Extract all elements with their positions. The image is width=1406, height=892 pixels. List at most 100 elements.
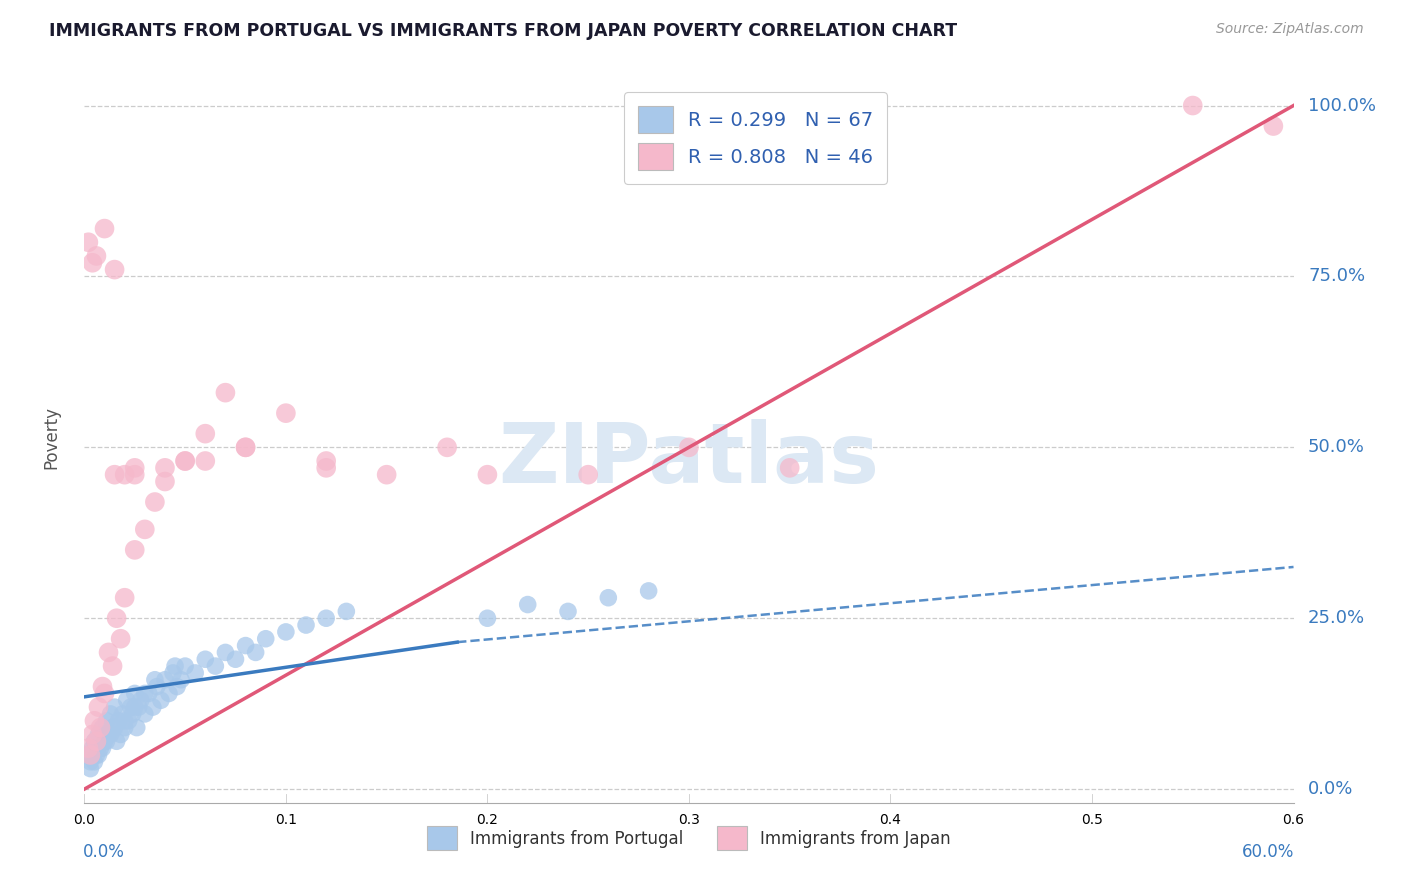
Point: [184, 665, 207, 680]
Point: [149, 693, 172, 707]
Point: [124, 467, 146, 482]
Point: [86, 249, 108, 263]
Point: [96, 734, 118, 748]
Point: [254, 632, 277, 646]
Point: [124, 700, 146, 714]
Point: [128, 700, 150, 714]
Text: 100.0%: 100.0%: [1308, 96, 1376, 114]
Point: [110, 632, 132, 646]
Point: [477, 611, 499, 625]
Point: [86, 747, 108, 762]
Point: [101, 721, 124, 735]
Point: [91, 741, 114, 756]
Point: [170, 673, 193, 687]
Point: [114, 721, 136, 735]
Point: [114, 591, 136, 605]
Point: [82, 256, 104, 270]
Point: [104, 262, 127, 277]
Legend: Immigrants from Portugal, Immigrants from Japan: Immigrants from Portugal, Immigrants fro…: [420, 820, 957, 856]
Point: [315, 460, 337, 475]
Text: Source: ZipAtlas.com: Source: ZipAtlas.com: [1216, 22, 1364, 37]
Point: [214, 385, 236, 400]
Point: [143, 673, 166, 687]
Point: [1181, 98, 1204, 112]
Point: [153, 475, 176, 489]
Point: [174, 454, 197, 468]
Point: [77, 741, 100, 756]
Point: [436, 440, 458, 454]
Point: [77, 235, 100, 250]
Text: 75.0%: 75.0%: [1308, 268, 1365, 285]
Point: [87, 747, 110, 762]
Point: [146, 680, 169, 694]
Point: [194, 454, 217, 468]
Text: 60.0%: 60.0%: [1243, 843, 1295, 861]
Point: [779, 460, 801, 475]
Point: [91, 680, 114, 694]
Point: [124, 542, 146, 557]
Point: [93, 734, 115, 748]
Point: [105, 734, 128, 748]
Point: [79, 755, 101, 769]
Point: [516, 598, 538, 612]
Point: [93, 686, 115, 700]
Point: [91, 721, 114, 735]
Point: [121, 706, 143, 721]
Point: [105, 611, 128, 625]
Point: [678, 440, 700, 454]
Point: [235, 440, 257, 454]
Point: [124, 686, 146, 700]
Point: [134, 706, 156, 721]
Point: [134, 686, 156, 700]
Point: [235, 440, 257, 454]
Point: [118, 714, 141, 728]
Point: [79, 747, 101, 762]
Point: [86, 734, 108, 748]
Point: [157, 686, 180, 700]
Point: [129, 693, 152, 707]
Point: [89, 721, 111, 735]
Point: [96, 714, 118, 728]
Point: [1263, 119, 1285, 133]
Point: [235, 639, 257, 653]
Point: [142, 700, 165, 714]
Text: 50.0%: 50.0%: [1308, 438, 1365, 457]
Point: [194, 426, 217, 441]
Point: [100, 706, 122, 721]
Point: [124, 460, 146, 475]
Point: [89, 741, 111, 756]
Point: [214, 645, 236, 659]
Text: ZIPatlas: ZIPatlas: [499, 418, 879, 500]
Point: [114, 467, 136, 482]
Point: [100, 727, 122, 741]
Point: [274, 406, 297, 420]
Point: [79, 762, 101, 776]
Point: [153, 460, 176, 475]
Point: [557, 604, 579, 618]
Point: [114, 714, 136, 728]
Point: [315, 611, 337, 625]
Point: [165, 659, 187, 673]
Point: [104, 721, 127, 735]
Point: [335, 604, 357, 618]
Point: [101, 659, 124, 673]
Text: 25.0%: 25.0%: [1308, 609, 1365, 627]
Point: [111, 706, 134, 721]
Point: [82, 741, 104, 756]
Point: [82, 727, 104, 741]
Point: [107, 714, 129, 728]
Point: [110, 727, 132, 741]
Point: [576, 467, 599, 482]
Point: [174, 454, 197, 468]
Point: [225, 652, 247, 666]
Point: [174, 659, 197, 673]
Point: [83, 714, 105, 728]
Point: [87, 727, 110, 741]
Point: [115, 693, 138, 707]
Point: [125, 721, 148, 735]
Point: [83, 734, 105, 748]
Point: [477, 467, 499, 482]
Point: [97, 727, 120, 741]
Point: [97, 645, 120, 659]
Point: [204, 659, 226, 673]
